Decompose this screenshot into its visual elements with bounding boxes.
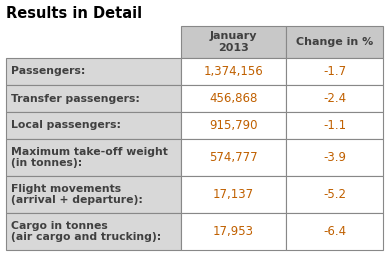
Bar [181, 213, 286, 250]
Bar [181, 58, 286, 85]
Text: -3.9: -3.9 [323, 151, 346, 164]
Bar [6, 112, 181, 139]
Bar [286, 112, 383, 139]
Bar [286, 213, 383, 250]
Bar [181, 85, 286, 112]
Bar [6, 58, 181, 85]
Bar [286, 85, 383, 112]
Text: 17,137: 17,137 [213, 188, 254, 201]
Bar [6, 176, 181, 213]
Text: 915,790: 915,790 [209, 119, 258, 132]
Text: -1.7: -1.7 [323, 65, 346, 78]
Text: -6.4: -6.4 [323, 225, 346, 238]
Text: 574,777: 574,777 [209, 151, 258, 164]
Bar [181, 112, 286, 139]
Text: -1.1: -1.1 [323, 119, 346, 132]
Text: 456,868: 456,868 [209, 92, 258, 105]
Text: Results in Detail: Results in Detail [6, 6, 142, 21]
Bar [286, 26, 383, 58]
Text: -2.4: -2.4 [323, 92, 346, 105]
Bar [286, 58, 383, 85]
Bar [181, 139, 286, 176]
Text: Flight movements
(arrival + departure):: Flight movements (arrival + departure): [11, 184, 143, 205]
Text: 1,374,156: 1,374,156 [204, 65, 264, 78]
Text: -5.2: -5.2 [323, 188, 346, 201]
Text: 17,953: 17,953 [213, 225, 254, 238]
Text: Change in %: Change in % [296, 37, 373, 47]
Text: Transfer passengers:: Transfer passengers: [11, 93, 140, 103]
Text: Maximum take-off weight
(in tonnes):: Maximum take-off weight (in tonnes): [11, 147, 168, 168]
Bar [181, 26, 286, 58]
Bar [6, 139, 181, 176]
Bar [6, 85, 181, 112]
Text: January
2013: January 2013 [210, 31, 257, 53]
Bar [286, 176, 383, 213]
Text: Cargo in tonnes
(air cargo and trucking):: Cargo in tonnes (air cargo and trucking)… [11, 221, 161, 242]
Text: Local passengers:: Local passengers: [11, 120, 121, 130]
Text: Passengers:: Passengers: [11, 66, 86, 76]
Bar [286, 139, 383, 176]
Bar [6, 213, 181, 250]
Bar [181, 176, 286, 213]
